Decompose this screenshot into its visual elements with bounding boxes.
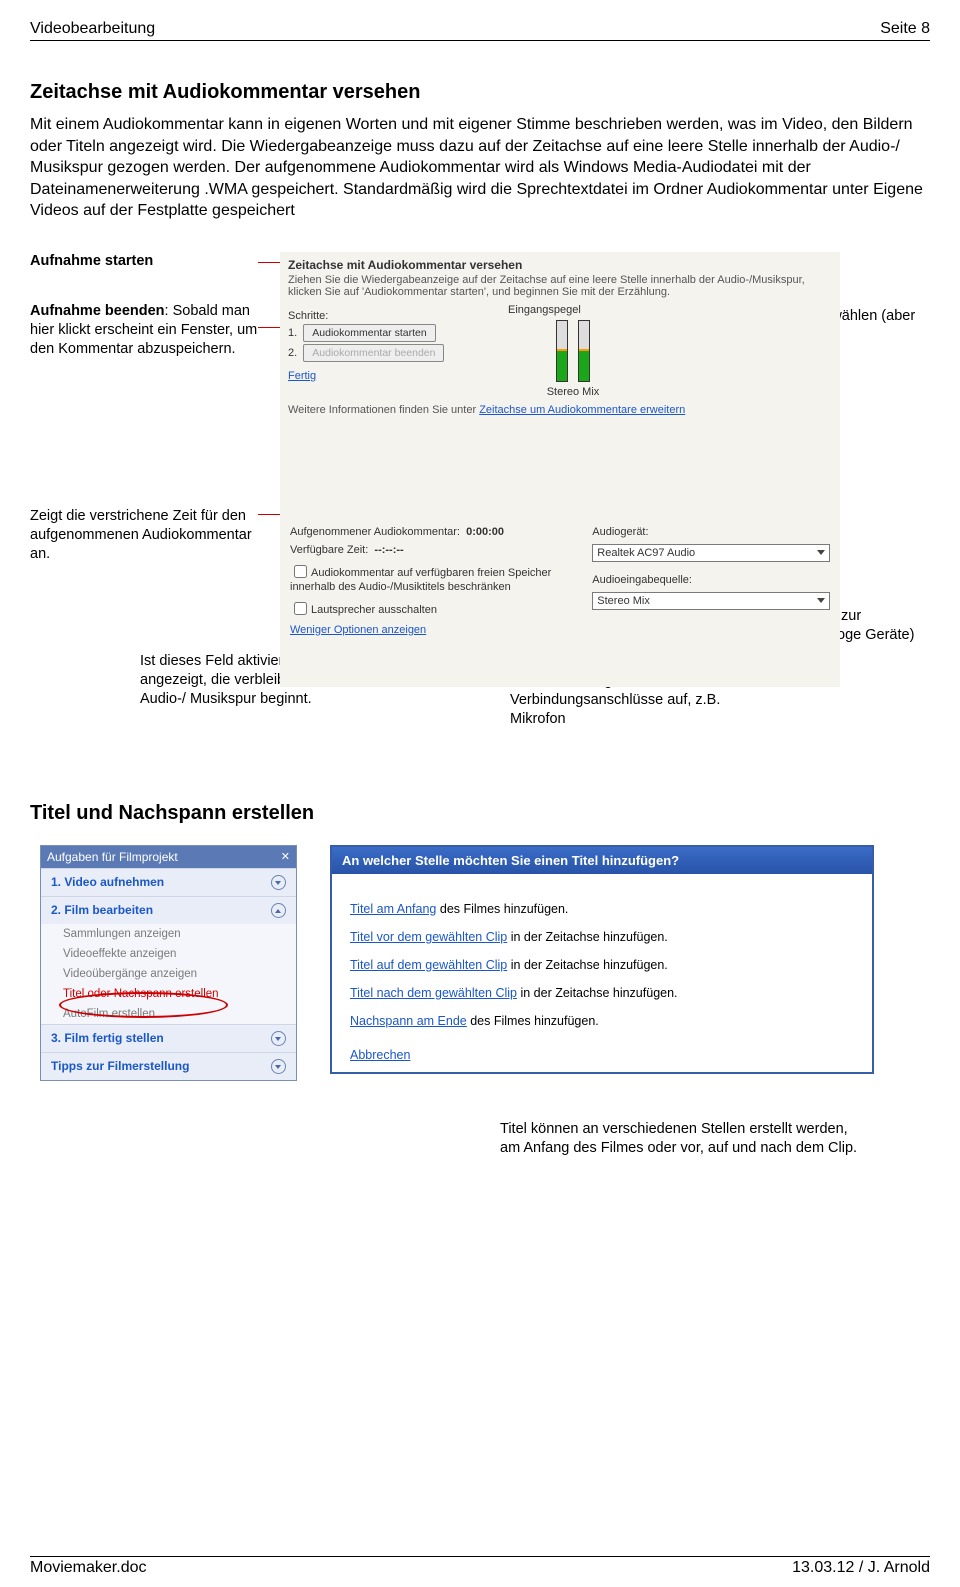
- figure-audio: Aufnahme starten Aufnahme beenden: Sobal…: [30, 252, 930, 752]
- close-icon[interactable]: ✕: [281, 850, 290, 863]
- rec-label: Aufgenommener Audiokommentar:: [290, 526, 460, 538]
- task-row-edit[interactable]: 2. Film bearbeiten: [41, 896, 296, 924]
- task-sub-collections[interactable]: Sammlungen anzeigen: [41, 924, 296, 944]
- task-row-tips[interactable]: Tipps zur Filmerstellung: [41, 1052, 296, 1080]
- panel-title: Zeitachse mit Audiokommentar versehen: [280, 252, 840, 274]
- avail-label: Verfügbare Zeit:: [290, 544, 368, 556]
- level-meter: [508, 320, 638, 382]
- chevron-down-icon: [817, 598, 825, 603]
- title-option-credits[interactable]: Nachspann am Ende des Filmes hinzufügen.: [350, 1014, 854, 1028]
- figure-titles: Aufgaben für Filmprojekt✕ 1. Video aufne…: [30, 845, 930, 1205]
- annot-titles: Titel können an verschiedenen Stellen er…: [500, 1120, 870, 1158]
- device-select[interactable]: Realtek AC97 Audio: [592, 544, 830, 562]
- done-link[interactable]: Fertig: [288, 370, 316, 382]
- section2-heading: Titel und Nachspann erstellen: [30, 802, 930, 825]
- more-info-link[interactable]: Zeitachse um Audiokommentare erweitern: [479, 404, 685, 416]
- annot-start: Aufnahme starten: [30, 252, 260, 271]
- cancel-link[interactable]: Abbrechen: [350, 1048, 410, 1062]
- section-body: Mit einem Audiokommentar kann in eigenen…: [30, 114, 930, 222]
- chevron-down-icon: [271, 875, 286, 890]
- title-option-on[interactable]: Titel auf dem gewählten Clip in der Zeit…: [350, 958, 854, 972]
- chevron-down-icon: [817, 550, 825, 555]
- annot-stop: Aufnahme beenden: Sobald man hier klickt…: [30, 302, 260, 359]
- level-label: Eingangspegel: [508, 304, 638, 316]
- panel-desc: Ziehen Sie die Wiedergabeanzeige auf der…: [280, 274, 840, 304]
- title-option-before[interactable]: Titel vor dem gewählten Clip in der Zeit…: [350, 930, 854, 944]
- start-record-button[interactable]: Audiokommentar starten: [303, 324, 435, 342]
- footer-right: 13.03.12 / J. Arnold: [792, 1559, 930, 1577]
- steps-label: Schritte:: [288, 310, 488, 322]
- title-option-start[interactable]: Titel am Anfang des Filmes hinzufügen.: [350, 902, 854, 916]
- task-sub-transitions[interactable]: Videoübergänge anzeigen: [41, 964, 296, 984]
- limit-checkbox[interactable]: Audiokommentar auf verfügbaren freien Sp…: [290, 567, 551, 593]
- task-sub-titles[interactable]: Titel oder Nachspann erstellen: [41, 984, 296, 1004]
- section-heading: Zeitachse mit Audiokommentar versehen: [30, 81, 930, 104]
- page-footer: Moviemaker.doc 13.03.12 / J. Arnold: [30, 1556, 930, 1577]
- record-panel: Zeitachse mit Audiokommentar versehen Zi…: [280, 252, 840, 512]
- doc-title: Videobearbeitung: [30, 20, 155, 38]
- title-option-after[interactable]: Titel nach dem gewählten Clip in der Zei…: [350, 986, 854, 1000]
- less-options-link[interactable]: Weniger Optionen anzeigen: [290, 624, 426, 636]
- more-info: Weitere Informationen finden Sie unter Z…: [280, 398, 840, 422]
- mute-checkbox[interactable]: Lautsprecher ausschalten: [290, 604, 437, 616]
- rec-value: 0:00:00: [466, 526, 504, 538]
- task-sub-effects[interactable]: Videoeffekte anzeigen: [41, 944, 296, 964]
- annot-elapsed: Zeigt die verstrichene Zeit für den aufg…: [30, 507, 260, 564]
- footer-left: Moviemaker.doc: [30, 1559, 147, 1577]
- task-row-finish[interactable]: 3. Film fertig stellen: [41, 1024, 296, 1052]
- task-row-capture[interactable]: 1. Video aufnehmen: [41, 868, 296, 896]
- options-panel: Aufgenommener Audiokommentar: 0:00:00 Ve…: [280, 512, 840, 687]
- avail-value: --:--:--: [374, 544, 403, 556]
- page-num: Seite 8: [880, 20, 930, 38]
- task-sub-automovie[interactable]: AutoFilm erstellen: [41, 1004, 296, 1024]
- tasks-pane: Aufgaben für Filmprojekt✕ 1. Video aufne…: [40, 845, 297, 1081]
- stop-record-button[interactable]: Audiokommentar beenden: [303, 344, 444, 362]
- source-select[interactable]: Stereo Mix: [592, 592, 830, 610]
- device-label: Audiogerät:: [592, 526, 830, 538]
- tasks-header: Aufgaben für Filmprojekt✕: [41, 846, 296, 868]
- title-wizard: An welcher Stelle möchten Sie einen Tite…: [330, 845, 874, 1074]
- chevron-up-icon: [271, 903, 286, 918]
- mix-label: Stereo Mix: [508, 386, 638, 398]
- source-label: Audioeingabequelle:: [592, 574, 830, 586]
- chevron-down-icon: [271, 1031, 286, 1046]
- wizard-header: An welcher Stelle möchten Sie einen Tite…: [332, 847, 872, 874]
- page-header: Videobearbeitung Seite 8: [30, 20, 930, 41]
- chevron-down-icon: [271, 1059, 286, 1074]
